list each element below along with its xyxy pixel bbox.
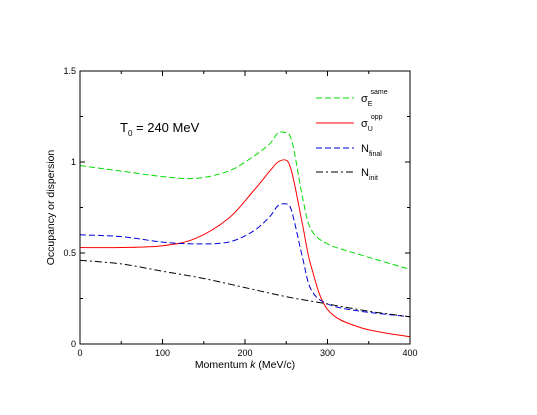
- plot-frame: [79, 70, 411, 345]
- x-tick-label: 300: [320, 348, 335, 358]
- legend-label-base: N: [361, 167, 369, 179]
- annotation-rest: = 240 MeV: [132, 120, 199, 135]
- series-line-2: [79, 203, 411, 318]
- x-axis-label-after: (MeV/c): [256, 359, 296, 371]
- y-axis-label: Occupancy or dispersion: [45, 150, 57, 266]
- legend-label-base: σ: [361, 118, 368, 130]
- legend-label-sub: init: [369, 175, 378, 182]
- annotation-base: T: [120, 120, 128, 135]
- legend-label-0: σEsame: [361, 89, 388, 108]
- legend-label-base: N: [361, 143, 369, 155]
- legend-label-sup: same: [370, 89, 387, 96]
- annotation-sub: 0: [128, 129, 133, 138]
- series-line-3: [79, 259, 411, 318]
- legend-label-sup: opp: [371, 114, 383, 121]
- legend-label-1: σUopp: [361, 114, 383, 133]
- y-tick-label: 1.5: [63, 66, 76, 76]
- legend-label-2: Nfinal: [361, 143, 382, 158]
- legend-label-3: Ninit: [361, 167, 378, 182]
- legend-label-sub: U: [368, 126, 373, 133]
- x-tick-label: 0: [77, 348, 82, 358]
- x-tick-label: 200: [237, 348, 252, 358]
- series-layer: [79, 131, 411, 338]
- y-tick-label: 0: [71, 339, 76, 349]
- ticks-layer: 0 100 200 300 400 0 0.5 1 1.5: [63, 66, 417, 358]
- legend-label-sub: E: [368, 101, 373, 108]
- x-axis-label: Momentum k (MeV/c): [195, 359, 295, 371]
- legend-label-base: σ: [361, 93, 368, 105]
- x-axis-label-before: Momentum: [195, 359, 250, 371]
- x-tick-label: 400: [402, 348, 417, 358]
- legend-label-sub: final: [369, 151, 382, 158]
- temperature-annotation: T0 = 240 MeV: [120, 120, 200, 138]
- series-line-0: [79, 131, 411, 270]
- y-tick-label: 1: [71, 157, 76, 167]
- x-axis-label-italic: k: [250, 359, 256, 371]
- x-tick-label: 100: [155, 348, 170, 358]
- y-tick-label: 0.5: [63, 248, 76, 258]
